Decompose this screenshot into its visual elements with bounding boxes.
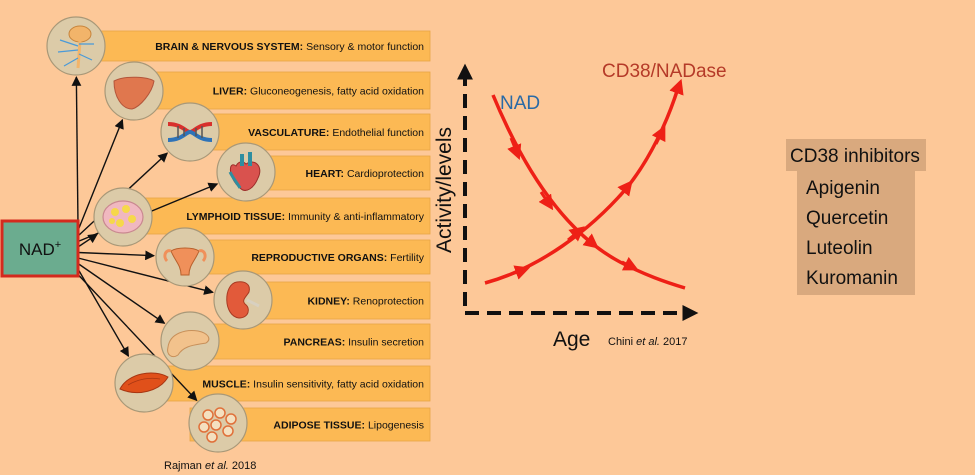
inhibitor-item: Apigenin — [806, 178, 880, 199]
organ-row-box-uterus — [189, 239, 431, 275]
organ-label-liver: LIVER: Gluconeogenesis, fatty acid oxida… — [213, 86, 424, 98]
organ-label-brain-nerves: BRAIN & NERVOUS SYSTEM: Sensory & motor … — [155, 41, 424, 53]
organ-effect: Endothelial function — [329, 127, 424, 139]
pancreas-icon — [160, 311, 220, 371]
organ-label-kidney: KIDNEY: Renoprotection — [307, 296, 424, 308]
organ-row-box-blood-vessels — [189, 113, 431, 151]
inhibitors-list-box — [797, 171, 915, 295]
heart-icon — [216, 142, 276, 202]
organ-effect: Sensory & motor function — [303, 41, 424, 53]
organ-name: LIVER: — [213, 86, 247, 98]
organ-label-adipose-cells: ADIPOSE TISSUE: Lipogenesis — [273, 420, 424, 432]
organ-effect: Insulin secretion — [345, 337, 424, 349]
organ-effect: Lipogenesis — [365, 420, 424, 432]
organ-name: LYMPHOID TISSUE: — [186, 211, 285, 223]
organ-effect: Gluconeogenesis, fatty acid oxidation — [247, 86, 424, 98]
organ-name: ADIPOSE TISSUE: — [273, 420, 365, 432]
organ-name: REPRODUCTIVE ORGANS: — [251, 252, 387, 264]
nad-source-label: NAD+ — [19, 239, 61, 259]
blood-vessels-icon — [160, 102, 220, 162]
nad-curve-label: NAD — [500, 93, 540, 114]
x-axis-title: Age — [553, 328, 590, 351]
cd38-curve-label: CD38/NADase — [602, 61, 727, 82]
arrow-to-lymph-node — [77, 233, 99, 248]
organ-label-muscle: MUSCLE: Insulin sensitivity, fatty acid … — [202, 379, 424, 391]
nad-curve — [491, 94, 686, 290]
arrow-to-kidney — [77, 257, 214, 295]
organ-effect: Immunity & anti-inflammatory — [285, 211, 425, 223]
organ-label-pancreas: PANCREAS: Insulin secretion — [284, 337, 425, 349]
y-axis-title: Activity/levels — [433, 127, 456, 253]
organ-icons — [46, 16, 276, 453]
brain-nerves-icon — [46, 16, 106, 76]
graph-citation: Chini et al. 2017 — [608, 336, 688, 348]
inhibitor-item: Kuromanin — [806, 268, 898, 289]
organ-label-uterus: REPRODUCTIVE ORGANS: Fertility — [251, 252, 424, 264]
organ-row-box-brain-nerves — [89, 30, 431, 62]
lymph-node-icon — [93, 187, 153, 247]
kidney-icon — [213, 270, 273, 330]
organ-effect: Fertility — [387, 252, 425, 264]
organ-effect: Insulin sensitivity, fatty acid oxidatio… — [250, 379, 424, 391]
uterus-icon — [155, 227, 215, 287]
adipose-cells-icon — [188, 393, 248, 453]
organ-row-box-pancreas — [189, 323, 431, 360]
arrow-to-brain-nerves — [71, 76, 82, 226]
age-graph: Activity/levels Age Chini et al. 2017 NA… — [433, 61, 727, 351]
liver-icon — [104, 61, 164, 121]
organ-label-blood-vessels: VASCULATURE: Endothelial function — [248, 127, 424, 139]
left-citation: Rajman et al. 2018 — [164, 460, 256, 472]
organ-effect: Cardioprotection — [344, 168, 424, 180]
inhibitors-list: Apigenin Quercetin Luteolin Kuromanin — [806, 178, 898, 289]
cd38-inhibitors-panel: CD38 inhibitors Apigenin Quercetin Luteoli… — [786, 139, 926, 295]
organ-name: BRAIN & NERVOUS SYSTEM: — [155, 41, 303, 53]
organ-label-lymph-node: LYMPHOID TISSUE: Immunity & anti-inflamm… — [186, 211, 424, 223]
organ-row-box-muscle — [139, 365, 431, 402]
arrow-to-uterus — [77, 250, 156, 261]
inhibitors-title: CD38 inhibitors — [790, 146, 920, 167]
inhibitor-item: Luteolin — [806, 238, 873, 259]
cd38-curve-arrows — [508, 78, 684, 280]
organ-name: PANCREAS: — [284, 337, 346, 349]
arrow-to-liver — [77, 118, 124, 231]
organ-name: MUSCLE: — [202, 379, 250, 391]
organ-rows: BRAIN & NERVOUS SYSTEM: Sensory & motor … — [89, 30, 431, 442]
nad-source-box: NAD+ — [0, 219, 80, 278]
arrow-to-adipose-cells — [77, 274, 198, 402]
inhibitor-item: Quercetin — [806, 208, 888, 229]
cd38-curve — [484, 87, 680, 285]
organ-label-heart: HEART: Cardioprotection — [306, 168, 425, 180]
inhibitors-title-box — [786, 139, 926, 171]
muscle-icon — [114, 353, 174, 413]
organ-row-box-kidney — [244, 281, 431, 320]
organ-name: KIDNEY: — [307, 296, 349, 308]
organ-name: VASCULATURE: — [248, 127, 329, 139]
organ-effect: Renoprotection — [350, 296, 424, 308]
organ-name: HEART: — [306, 168, 345, 180]
arrow-to-pancreas — [77, 262, 166, 324]
